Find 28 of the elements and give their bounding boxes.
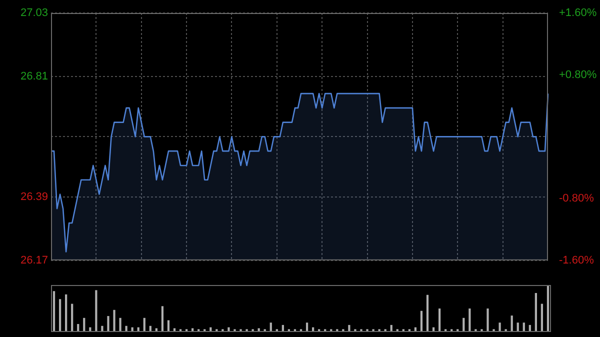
y-tick-label: 27.03	[20, 7, 48, 20]
bar	[534, 292, 537, 332]
y2-tick-label: +1.60%	[559, 7, 597, 20]
bar	[65, 294, 68, 332]
bar	[113, 310, 116, 332]
bar	[468, 308, 471, 332]
bar	[540, 304, 544, 332]
y2-tick-label: +0.80%	[559, 68, 597, 81]
bar	[58, 299, 62, 332]
bar	[420, 310, 423, 332]
bar	[52, 291, 56, 332]
bar	[125, 326, 128, 332]
bar	[486, 308, 489, 332]
bar	[71, 304, 74, 332]
y-tick-label: 26.39	[20, 191, 48, 204]
bar	[101, 326, 104, 332]
bar	[119, 318, 122, 332]
bar	[546, 285, 550, 332]
bar	[107, 316, 110, 332]
bar	[438, 308, 441, 332]
bar	[426, 294, 429, 332]
bar	[498, 322, 501, 332]
bar	[161, 306, 164, 332]
y-tick-label: 26.17	[20, 254, 48, 266]
bar	[95, 290, 98, 332]
y2-tick-label: -0.80%	[559, 192, 594, 205]
y2-tick-label: -1.60%	[559, 254, 594, 266]
y-tick-label: 26.81	[20, 70, 48, 82]
